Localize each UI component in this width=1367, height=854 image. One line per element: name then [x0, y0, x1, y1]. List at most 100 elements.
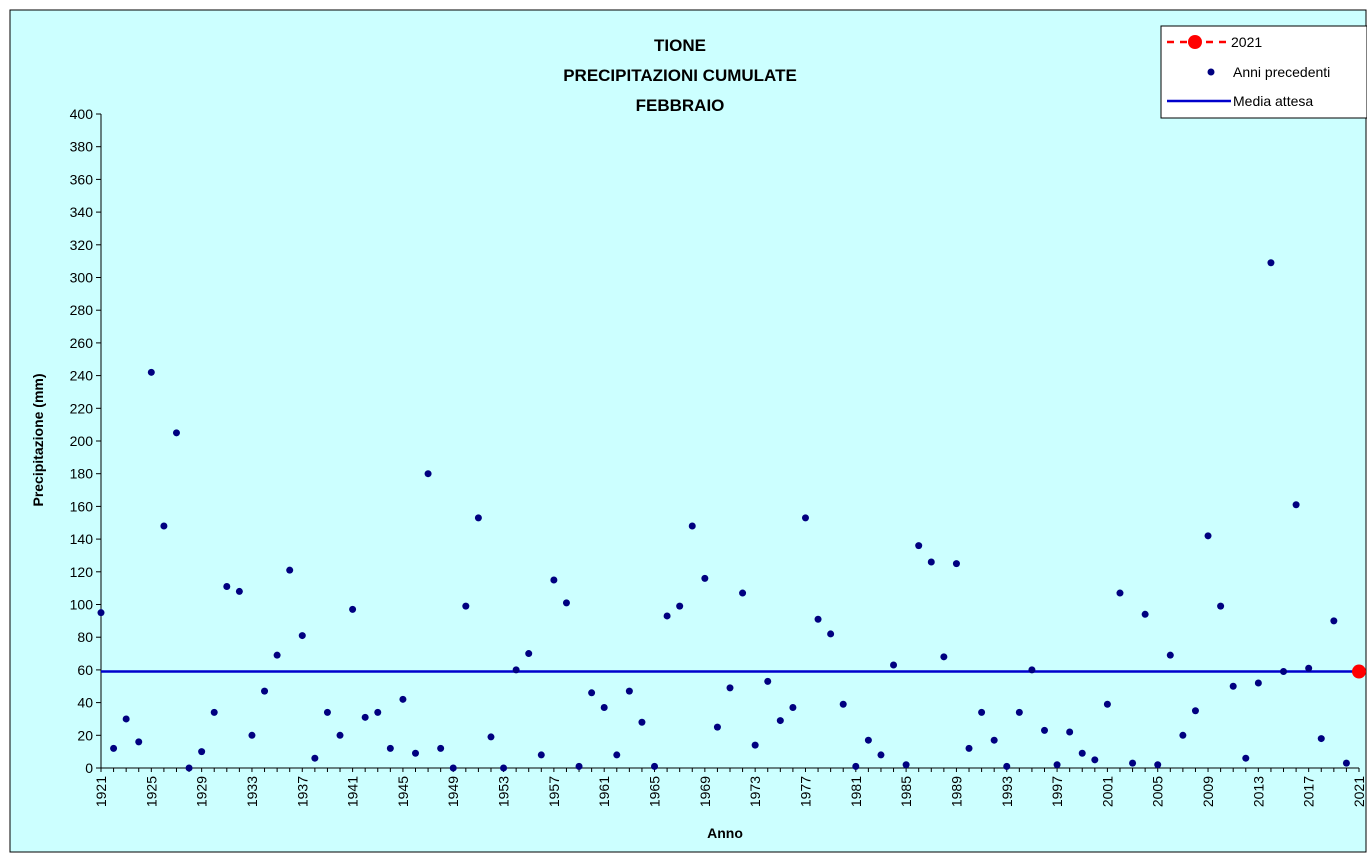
point-anni-precedenti [1078, 749, 1086, 757]
y-tick-label: 380 [70, 139, 94, 155]
point-anni-precedenti [600, 704, 608, 712]
point-anni-precedenti [688, 522, 696, 530]
y-tick-label: 300 [70, 270, 94, 286]
point-anni-precedenti [952, 560, 960, 568]
point-anni-precedenti [965, 744, 973, 752]
point-anni-precedenti [764, 677, 772, 685]
point-anni-precedenti [575, 762, 583, 770]
point-anni-precedenti [801, 514, 809, 522]
x-tick-label: 1937 [294, 776, 310, 807]
point-anni-precedenti [713, 723, 721, 731]
point-anni-precedenti [135, 738, 143, 746]
point-anni-precedenti [625, 687, 633, 695]
x-tick-label: 1985 [898, 776, 914, 807]
point-anni-precedenti [827, 630, 835, 638]
point-anni-precedenti [198, 748, 206, 756]
point-anni-precedenti [1179, 731, 1187, 739]
legend-anni-precedenti-marker [1207, 68, 1215, 76]
point-anni-precedenti [1053, 761, 1061, 769]
x-tick-label: 1921 [93, 776, 109, 807]
legend-media-attesa-label: Media attesa [1233, 93, 1313, 109]
y-tick-label: 400 [70, 106, 94, 122]
point-anni-precedenti [1267, 259, 1275, 267]
point-anni-precedenti [361, 713, 369, 721]
x-tick-label: 1929 [194, 776, 210, 807]
point-anni-precedenti [248, 731, 256, 739]
y-tick-label: 220 [70, 400, 94, 416]
point-anni-precedenti [990, 736, 998, 744]
point-anni-precedenti [890, 661, 898, 669]
y-tick-label: 280 [70, 302, 94, 318]
point-anni-precedenti [160, 522, 168, 530]
y-tick-label: 80 [77, 629, 93, 645]
x-tick-label: 2005 [1150, 776, 1166, 807]
y-tick-label: 320 [70, 237, 94, 253]
point-anni-precedenti [1204, 532, 1212, 540]
x-tick-label: 1973 [747, 776, 763, 807]
x-tick-label: 1997 [1049, 776, 1065, 807]
point-anni-precedenti [223, 583, 231, 591]
point-anni-precedenti [739, 589, 747, 597]
point-anni-precedenti [839, 700, 847, 708]
point-anni-precedenti [1103, 700, 1111, 708]
legend-anni-precedenti-label: Anni precedenti [1233, 64, 1330, 80]
point-anni-precedenti [235, 587, 243, 595]
point-anni-precedenti [701, 574, 709, 582]
point-anni-precedenti [412, 749, 419, 757]
point-anni-precedenti [525, 650, 533, 658]
point-anni-precedenti [487, 733, 495, 741]
point-anni-precedenti [550, 576, 558, 584]
point-anni-precedenti [864, 736, 872, 744]
x-tick-label: 1969 [697, 776, 713, 807]
chart-area [9, 9, 1367, 853]
point-anni-precedenti [776, 717, 784, 725]
y-tick-label: 100 [70, 597, 94, 613]
point-anni-precedenti [1166, 651, 1174, 659]
point-anni-precedenti [273, 651, 281, 659]
legend: 2021 Anni precedenti Media attesa [1160, 25, 1367, 119]
point-anni-precedenti [336, 731, 344, 739]
x-axis-label: Anno [707, 825, 743, 841]
point-anni-precedenti [1217, 602, 1225, 610]
x-tick-label: 1981 [848, 776, 864, 807]
point-anni-precedenti [638, 718, 646, 726]
x-tick-label: 2021 [1351, 776, 1367, 807]
point-anni-precedenti [789, 704, 797, 712]
point-anni-precedenti [1141, 610, 1149, 618]
x-tick-label: 1977 [797, 776, 813, 807]
point-anni-precedenti [1229, 682, 1237, 690]
point-anni-precedenti [1116, 589, 1124, 597]
point-anni-precedenti [500, 764, 508, 772]
point-anni-precedenti [562, 599, 570, 607]
y-tick-label: 20 [77, 727, 93, 743]
point-anni-precedenti [726, 684, 734, 692]
y-tick-label: 340 [70, 204, 94, 220]
y-axis-label: Precipitazione (mm) [30, 373, 46, 506]
point-2021 [1352, 664, 1366, 679]
point-anni-precedenti [1280, 668, 1288, 676]
point-anni-precedenti [311, 754, 319, 762]
y-tick-label: 120 [70, 564, 94, 580]
point-anni-precedenti [474, 514, 482, 522]
point-anni-precedenti [437, 744, 445, 752]
x-tick-label: 1945 [395, 776, 411, 807]
point-anni-precedenti [902, 761, 910, 769]
point-anni-precedenti [915, 542, 923, 550]
x-tick-label: 1989 [948, 776, 964, 807]
point-anni-precedenti [852, 762, 860, 770]
point-anni-precedenti [978, 708, 986, 716]
point-anni-precedenti [940, 653, 948, 661]
point-anni-precedenti [449, 764, 457, 772]
point-anni-precedenti [399, 695, 407, 703]
y-tick-label: 200 [70, 433, 94, 449]
point-anni-precedenti [1154, 761, 1162, 769]
point-anni-precedenti [1242, 754, 1250, 762]
y-tick-label: 40 [77, 695, 93, 711]
x-tick-label: 1961 [596, 776, 612, 807]
x-tick-label: 1949 [445, 776, 461, 807]
point-anni-precedenti [1015, 708, 1023, 716]
x-tick-label: 1993 [999, 776, 1015, 807]
x-tick-label: 1957 [546, 776, 562, 807]
y-tick-label: 180 [70, 466, 94, 482]
point-anni-precedenti [1305, 664, 1313, 672]
